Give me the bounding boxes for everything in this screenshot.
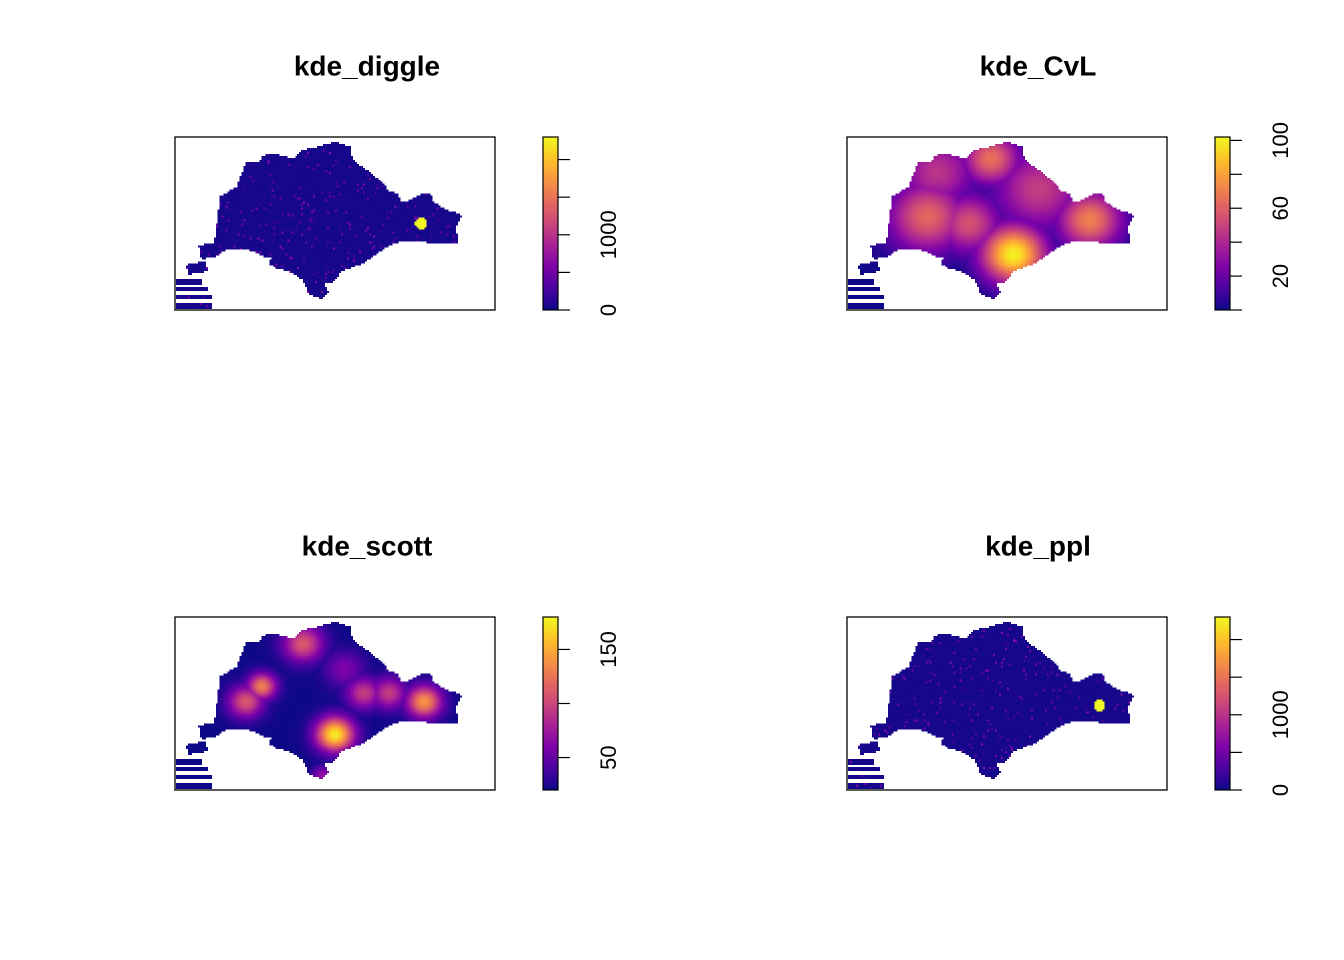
colorbar-tick-label: 100 xyxy=(1268,122,1293,159)
colorbar-tick-label: 1000 xyxy=(1268,690,1293,739)
density-raster xyxy=(848,138,1166,309)
panel-title: kde_CvL xyxy=(980,50,1097,81)
density-raster xyxy=(848,618,1166,789)
plot-frame xyxy=(846,136,1168,311)
colorbar-tick-label: 20 xyxy=(1268,264,1293,288)
colorbar-tick-label: 1000 xyxy=(596,210,621,259)
colorbar-tick-label: 0 xyxy=(596,304,621,316)
plot-frame xyxy=(846,616,1168,791)
colorbar xyxy=(1214,136,1231,311)
density-raster xyxy=(176,138,494,309)
density-raster xyxy=(176,618,494,789)
panel-kde-diggle: kde_diggle 0 1000 xyxy=(174,50,621,316)
panel-kde-ppl: kde_ppl 0 1000 xyxy=(846,530,1293,796)
colorbar xyxy=(542,616,559,791)
panel-title: kde_scott xyxy=(302,530,433,561)
colorbar-tick-label: 50 xyxy=(596,745,621,769)
colorbar-tick-label: 60 xyxy=(1268,196,1293,220)
plot-frame xyxy=(174,136,496,311)
colorbar xyxy=(1214,616,1231,791)
panel-kde-cvl: kde_CvL 20 60 100 xyxy=(846,50,1293,311)
panel-title: kde_ppl xyxy=(985,530,1091,561)
colorbar-tick-label: 0 xyxy=(1268,784,1293,796)
colorbar xyxy=(542,136,559,311)
plot-frame xyxy=(174,616,496,791)
panel-kde-scott: kde_scott 50 150 xyxy=(174,530,621,791)
colorbar-tick-label: 150 xyxy=(596,631,621,668)
panel-title: kde_diggle xyxy=(294,50,440,81)
